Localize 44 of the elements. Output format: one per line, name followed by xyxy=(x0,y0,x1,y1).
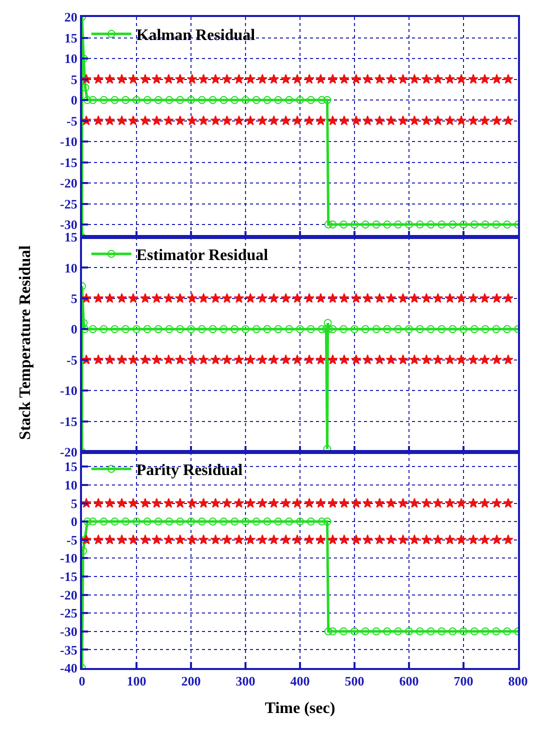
y-tick-label: 15 xyxy=(64,230,78,245)
legend-label: Estimator Residual xyxy=(136,247,269,264)
x-tick-label: 600 xyxy=(399,674,419,689)
x-axis-title: Time (sec) xyxy=(264,700,336,717)
y-tick-label: -20 xyxy=(60,176,78,191)
y-tick-label: -30 xyxy=(60,217,78,232)
y-tick-label: -40 xyxy=(60,660,78,676)
y-tick-label: -35 xyxy=(60,642,78,658)
x-tick-label: 100 xyxy=(126,674,146,689)
x-tick-label: 800 xyxy=(508,674,528,689)
y-tick-label: -15 xyxy=(60,154,78,170)
y-tick-label: 0 xyxy=(70,92,78,108)
y-tick-label: -15 xyxy=(60,569,78,584)
y-tick-label: 0 xyxy=(70,322,78,337)
y-tick-label: 5 xyxy=(70,496,78,511)
y-tick-label: 15 xyxy=(64,459,78,474)
x-tick-label: 500 xyxy=(344,674,364,689)
y-tick-label: -25 xyxy=(60,196,78,212)
y-tick-label: 10 xyxy=(64,260,78,276)
y-tick-label: -15 xyxy=(60,414,78,429)
y-tick-label: -5 xyxy=(66,113,78,128)
y-tick-label: 10 xyxy=(64,51,78,66)
y-tick-label: -20 xyxy=(60,587,78,602)
y-tick-label: -30 xyxy=(60,624,78,639)
legend-label: Kalman Residual xyxy=(136,27,256,44)
y-tick-label: 10 xyxy=(64,478,78,492)
y-tick-label: 5 xyxy=(70,72,78,87)
legend-label: Parity Residual xyxy=(136,462,244,480)
x-tick-label: 700 xyxy=(454,674,474,689)
x-tick-label: 200 xyxy=(181,674,201,689)
y-tick-label: -10 xyxy=(60,134,78,150)
y-tick-label: -20 xyxy=(60,444,78,460)
y-tick-label: 15 xyxy=(64,30,78,46)
y-tick-label: -25 xyxy=(60,606,78,621)
y-tick-label: -5 xyxy=(66,352,78,368)
x-tick-label: 400 xyxy=(290,674,310,689)
y-tick-label: 5 xyxy=(70,290,78,306)
y-axis-title: Stack Temperature Residual xyxy=(16,244,34,440)
y-tick-label: -10 xyxy=(60,383,78,398)
y-tick-label: 0 xyxy=(70,514,78,530)
y-tick-label: -5 xyxy=(66,532,78,548)
y-tick-label: -10 xyxy=(60,550,78,566)
y-tick-label: 20 xyxy=(64,10,78,25)
x-tick-label: 300 xyxy=(236,674,256,689)
